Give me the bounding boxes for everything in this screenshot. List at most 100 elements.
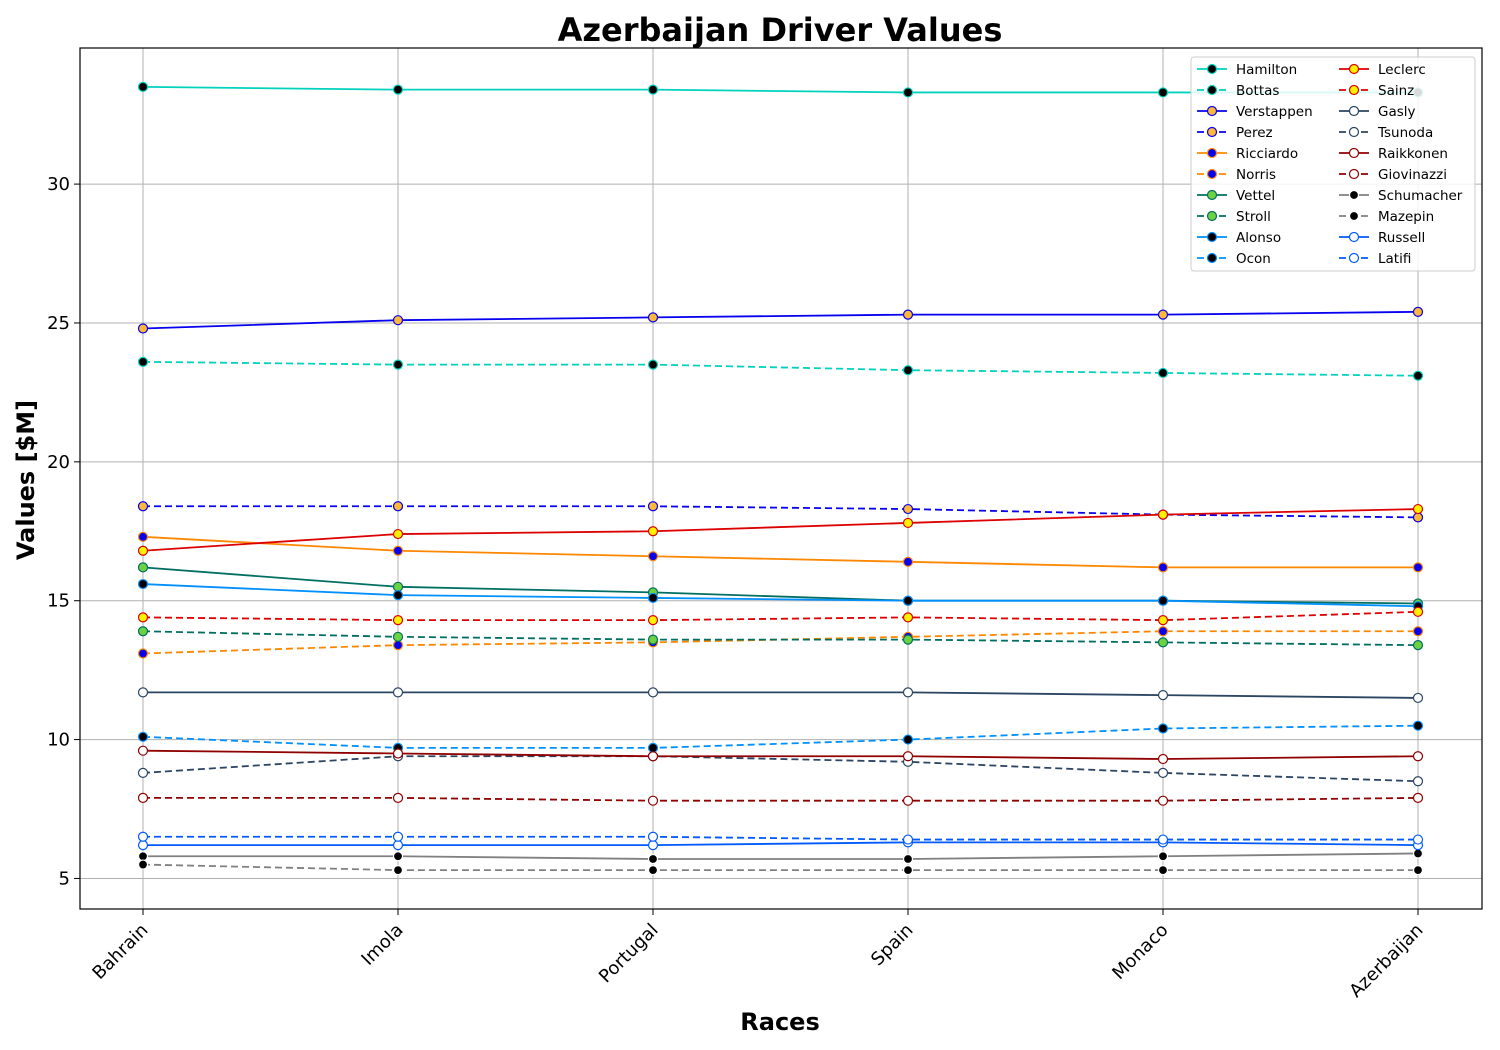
data-point <box>902 687 914 698</box>
y-tick-label: 15 <box>47 591 70 612</box>
data-point <box>137 767 149 779</box>
data-point <box>1157 562 1169 573</box>
legend-label: Norris <box>1236 167 1276 183</box>
data-point <box>647 551 659 562</box>
data-point <box>392 84 404 95</box>
series-line <box>142 610 1419 622</box>
legend-marker <box>1348 189 1360 201</box>
legend-marker <box>1348 252 1360 264</box>
y-tick-label: 30 <box>47 174 70 195</box>
plot-area-frame <box>79 47 1483 910</box>
data-point <box>647 359 659 370</box>
legend-item-stroll: Stroll <box>1197 209 1271 225</box>
data-point <box>647 840 659 851</box>
data-point <box>392 851 404 862</box>
data-point <box>1157 690 1169 701</box>
data-point <box>1412 640 1424 651</box>
data-point <box>392 792 404 804</box>
data-point <box>1412 626 1424 637</box>
series-group <box>137 81 1424 876</box>
data-point <box>392 831 404 842</box>
legend-item-alonso: Alonso <box>1197 230 1281 246</box>
legend-label: Ricciardo <box>1236 146 1298 162</box>
data-point <box>1157 723 1169 734</box>
data-point <box>902 634 914 645</box>
legend-label: Giovinazzi <box>1378 167 1447 183</box>
data-point <box>392 640 404 651</box>
data-point <box>647 751 659 762</box>
series-line <box>143 797 1419 802</box>
data-point <box>647 853 659 865</box>
series-ricciardo <box>137 531 1424 573</box>
legend-marker <box>1206 252 1218 264</box>
legend-marker <box>1206 126 1218 138</box>
data-point <box>647 501 659 512</box>
legend-item-ricciardo: Ricciardo <box>1197 146 1298 162</box>
legend-item-russell: Russell <box>1339 230 1425 246</box>
data-point <box>902 556 914 567</box>
data-point <box>392 528 404 540</box>
data-point <box>1157 595 1169 606</box>
series-line <box>142 310 1419 330</box>
legend-marker <box>1206 210 1218 222</box>
series-line <box>143 852 1419 860</box>
data-point <box>647 312 659 323</box>
y-axis-ticks: 5 10 15 20 25 30 <box>47 174 80 889</box>
legend-label: Leclerc <box>1378 62 1426 78</box>
series-line <box>143 691 1419 699</box>
data-point <box>1157 851 1169 862</box>
data-point <box>1412 834 1424 845</box>
data-point <box>137 831 149 842</box>
grid-lines <box>80 48 1482 909</box>
legend-label: Bottas <box>1236 83 1279 99</box>
legend-label: Hamilton <box>1236 62 1297 78</box>
series-sainz <box>137 606 1424 626</box>
data-point <box>137 612 149 623</box>
series-latifi <box>137 831 1424 845</box>
data-point <box>902 734 914 745</box>
legend-item-raikkonen: Raikkonen <box>1339 146 1448 162</box>
data-point <box>1157 865 1169 876</box>
data-point <box>1412 720 1424 731</box>
legend-item-schumacher: Schumacher <box>1339 188 1463 204</box>
legend-label: Mazepin <box>1378 209 1434 225</box>
data-point <box>1412 848 1424 859</box>
series-line <box>142 749 1419 760</box>
data-point <box>902 612 914 623</box>
legend-label: Gasly <box>1378 104 1416 120</box>
data-point <box>1157 615 1169 626</box>
data-point <box>647 84 659 95</box>
legend-marker <box>1206 189 1218 201</box>
legend-marker <box>1348 105 1360 117</box>
legend-item-gasly: Gasly <box>1339 104 1416 120</box>
data-point <box>137 792 149 804</box>
legend-label: Verstappen <box>1236 104 1313 120</box>
data-point <box>647 592 659 604</box>
data-point <box>902 309 914 320</box>
data-point <box>1412 562 1424 573</box>
legend-marker <box>1348 210 1360 222</box>
data-point <box>1157 509 1169 520</box>
data-point <box>137 531 149 542</box>
data-point <box>137 687 149 698</box>
series-line <box>143 835 1418 841</box>
data-point <box>1412 306 1424 317</box>
legend-marker <box>1206 84 1218 96</box>
series-bottas <box>137 356 1424 381</box>
series-stroll <box>137 626 1424 651</box>
data-point <box>1157 767 1169 779</box>
data-point <box>137 501 149 512</box>
data-point <box>1412 776 1424 787</box>
data-point <box>137 81 149 92</box>
data-point <box>647 526 659 537</box>
y-tick-label: 25 <box>47 313 70 334</box>
data-point <box>1157 753 1169 765</box>
data-point <box>137 545 149 556</box>
data-point <box>392 687 404 698</box>
data-point <box>902 595 914 606</box>
legend-box <box>1190 56 1476 272</box>
legend-label: Vettel <box>1236 188 1275 204</box>
data-point <box>902 865 914 876</box>
series-mazepin <box>137 859 1424 876</box>
data-point <box>392 615 404 626</box>
